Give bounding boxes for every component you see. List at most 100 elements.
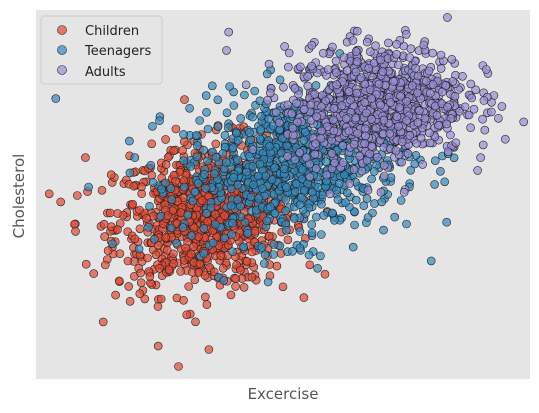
- point-children: [190, 275, 200, 285]
- point-children: [145, 272, 155, 281]
- point-teenagers: [134, 244, 144, 254]
- point-teenagers: [282, 141, 292, 151]
- point-adults: [303, 81, 313, 91]
- point-teenagers: [227, 230, 236, 239]
- point-teenagers: [226, 201, 236, 210]
- point-teenagers: [130, 153, 140, 162]
- point-children: [140, 294, 150, 304]
- point-teenagers: [51, 94, 61, 103]
- point-adults: [466, 123, 475, 132]
- point-teenagers: [265, 141, 275, 151]
- point-adults: [411, 63, 420, 73]
- point-teenagers: [229, 173, 238, 182]
- point-teenagers: [150, 234, 159, 244]
- point-adults: [355, 151, 364, 161]
- point-adults: [392, 112, 402, 121]
- point-teenagers: [203, 124, 213, 134]
- point-adults: [399, 187, 409, 197]
- point-teenagers: [281, 195, 291, 204]
- point-adults: [345, 179, 355, 188]
- point-teenagers: [449, 153, 459, 163]
- point-adults: [307, 61, 316, 71]
- point-adults: [413, 71, 423, 81]
- point-adults: [329, 115, 338, 125]
- point-children: [169, 146, 178, 156]
- point-children: [171, 177, 180, 186]
- point-children: [320, 269, 330, 279]
- point-adults: [424, 66, 434, 76]
- point-adults: [290, 155, 300, 165]
- point-adults: [338, 158, 348, 167]
- point-adults: [265, 88, 275, 98]
- point-adults: [352, 57, 362, 67]
- point-adults: [323, 65, 333, 74]
- point-teenagers: [179, 156, 188, 165]
- point-adults: [497, 102, 507, 111]
- point-adults: [322, 170, 332, 180]
- point-teenagers: [199, 224, 209, 233]
- point-adults: [365, 149, 374, 159]
- point-teenagers: [262, 216, 272, 226]
- point-adults: [425, 128, 434, 138]
- point-adults: [403, 149, 413, 158]
- point-children: [178, 146, 187, 155]
- point-teenagers: [362, 194, 372, 203]
- point-teenagers: [179, 130, 188, 139]
- point-children: [105, 208, 115, 218]
- point-teenagers: [307, 220, 317, 229]
- point-children: [203, 217, 212, 226]
- point-adults: [371, 123, 381, 133]
- point-adults: [464, 110, 474, 120]
- data-points: [44, 13, 529, 371]
- point-adults: [349, 139, 359, 149]
- point-teenagers: [248, 162, 258, 171]
- point-adults: [413, 118, 423, 127]
- point-adults: [494, 114, 503, 123]
- point-adults: [391, 146, 401, 155]
- point-teenagers: [125, 136, 134, 146]
- point-adults: [341, 114, 351, 123]
- point-teenagers: [166, 184, 175, 193]
- point-teenagers: [406, 166, 416, 175]
- point-teenagers: [270, 209, 280, 218]
- point-teenagers: [367, 174, 376, 184]
- point-teenagers: [340, 170, 349, 180]
- point-children: [202, 300, 212, 309]
- point-adults: [306, 100, 316, 110]
- point-children: [189, 242, 199, 251]
- point-teenagers: [232, 128, 241, 138]
- point-teenagers: [313, 183, 323, 192]
- point-children: [147, 171, 157, 180]
- point-adults: [379, 161, 389, 170]
- point-teenagers: [208, 81, 217, 91]
- point-teenagers: [295, 227, 305, 236]
- point-children: [135, 289, 145, 299]
- point-adults: [310, 150, 320, 159]
- point-adults: [373, 153, 382, 162]
- point-children: [71, 227, 80, 236]
- point-teenagers: [334, 179, 344, 188]
- point-teenagers: [270, 163, 279, 172]
- point-teenagers: [260, 250, 270, 259]
- point-adults: [413, 88, 422, 98]
- point-teenagers: [167, 223, 176, 233]
- point-children: [191, 317, 200, 327]
- legend-marker-children: [57, 25, 67, 35]
- point-children: [155, 263, 164, 273]
- point-adults: [283, 152, 292, 161]
- point-teenagers: [267, 175, 277, 184]
- point-adults: [271, 108, 281, 117]
- point-children: [250, 226, 260, 236]
- point-teenagers: [289, 214, 299, 223]
- point-adults: [317, 102, 326, 111]
- point-adults: [307, 40, 317, 50]
- point-adults: [385, 129, 395, 138]
- point-adults: [311, 164, 321, 173]
- point-adults: [351, 67, 361, 77]
- point-adults: [360, 79, 370, 89]
- point-teenagers: [301, 127, 310, 137]
- point-children: [151, 250, 161, 260]
- y-axis-label: Cholesterol: [10, 154, 28, 239]
- legend: Children Teenagers Adults: [40, 15, 163, 85]
